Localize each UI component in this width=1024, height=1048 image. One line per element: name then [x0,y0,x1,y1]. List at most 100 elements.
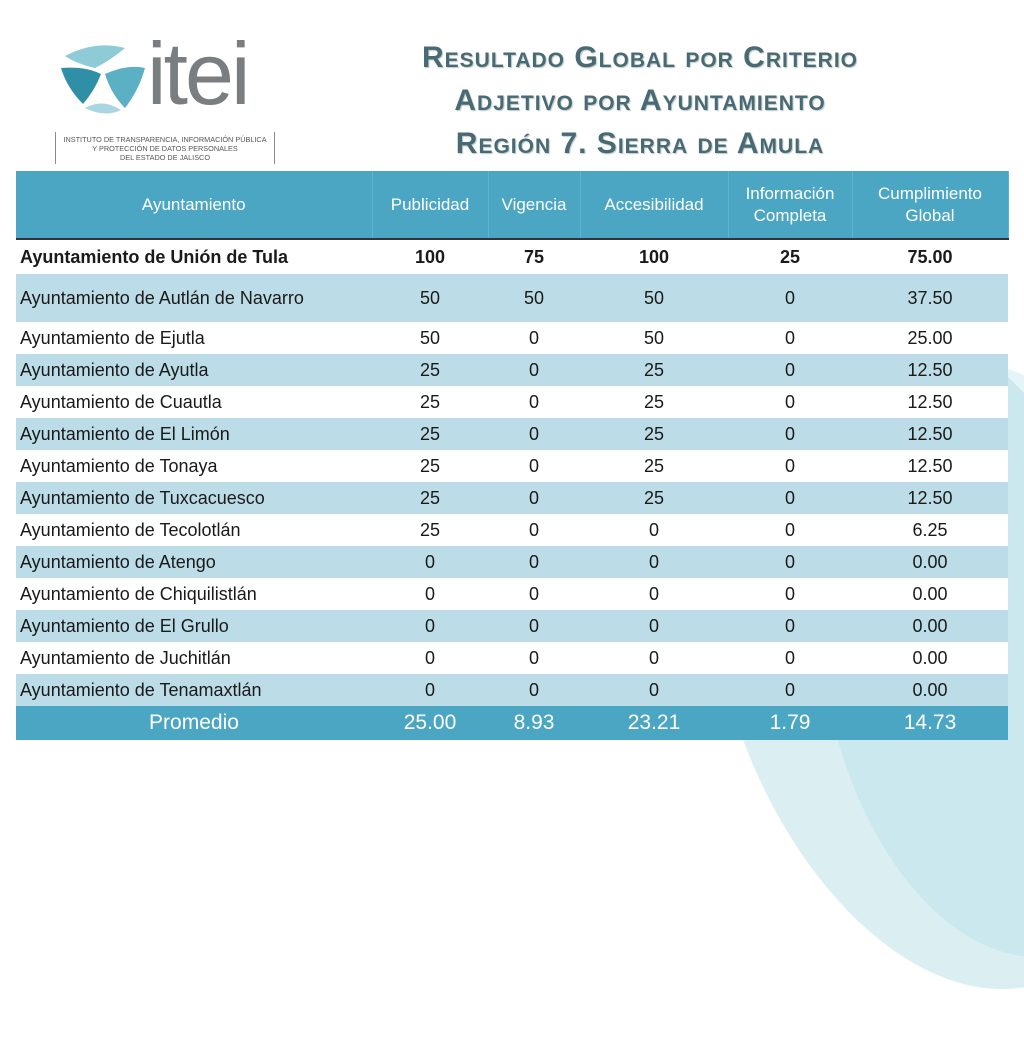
table-body: Ayuntamiento de Unión de Tula 100 75 100 25 7… [16,238,1008,740]
ayuntamiento-cell: Ayuntamiento de Autlán de Navarro [16,274,372,322]
score-cell: 0 [728,610,852,642]
score-cell: 25.00 [852,322,1008,354]
score-cell: 0 [580,642,728,674]
score-cell: 0.00 [852,674,1008,706]
score-cell: 0.00 [852,642,1008,674]
score-cell: 0 [488,578,580,610]
score-cell: 37.50 [852,274,1008,322]
score-cell: 0 [488,354,580,386]
score-cell: 0 [580,674,728,706]
score-cell: 25 [580,386,728,418]
table-header-row: Ayuntamiento Publicidad Vigencia Accesib… [16,171,1009,239]
table-row: Ayuntamiento de El Grullo 0 0 0 0 0.00 [16,610,1008,642]
score-cell: 0 [488,514,580,546]
title-line: Adjetivo por Ayuntamiento [454,84,826,117]
score-cell: 75.00 [852,238,1008,274]
score-cell: 25 [580,354,728,386]
title-line: Región 7. Sierra de Amula [455,127,825,160]
score-cell: 50 [372,274,488,322]
score-cell: 0 [728,642,852,674]
score-cell: 0 [728,322,852,354]
column-header: Accesibilidad [580,171,729,239]
ayuntamiento-cell: Ayuntamiento de Unión de Tula [16,238,372,274]
score-cell: 0 [580,610,728,642]
table-row: Ayuntamiento de Juchitlán 0 0 0 0 0.00 [16,642,1008,674]
ayuntamiento-cell: Ayuntamiento de Atengo [16,546,372,578]
table-row: Ayuntamiento de El Limón 25 0 25 0 12.50 [16,418,1008,450]
score-cell: 12.50 [852,354,1008,386]
average-cell: 14.73 [852,706,1008,740]
score-cell: 0.00 [852,610,1008,642]
logo-wordmark: itei [147,24,250,123]
score-cell: 25 [372,354,488,386]
score-cell: 0 [488,546,580,578]
logo-caption: INSTITUTO DE TRANSPARENCIA, INFORMACIÓN … [55,132,275,164]
score-cell: 0 [728,546,852,578]
table-row: Ayuntamiento de Tenamaxtlán 0 0 0 0 0.00 [16,674,1008,706]
table-row: Ayuntamiento de Cuautla 25 0 25 0 12.50 [16,386,1008,418]
score-cell: 0 [372,578,488,610]
score-cell: 0 [488,610,580,642]
table-row: Ayuntamiento de Tecolotlán 25 0 0 0 6.25 [16,514,1008,546]
score-cell: 0 [728,482,852,514]
score-cell: 0 [488,450,580,482]
score-cell: 25 [372,386,488,418]
table-row: Ayuntamiento de Unión de Tula 100 75 100 25 7… [16,238,1008,274]
table-row: Ayuntamiento de Chiquilistlán 0 0 0 0 0.00 [16,578,1008,610]
score-cell: 6.25 [852,514,1008,546]
score-cell: 0 [728,418,852,450]
title-line: Resultado Global por Criterio [421,41,859,74]
score-cell: 0 [372,674,488,706]
score-cell: 25 [372,514,488,546]
score-cell: 100 [372,238,488,274]
score-cell: 0 [728,354,852,386]
score-cell: 25 [580,482,728,514]
score-cell: 0 [488,674,580,706]
ayuntamiento-cell: Ayuntamiento de Tenamaxtlán [16,674,372,706]
itei-logo: itei INSTITUTO DE TRANSPARENCIA, INFORMA… [55,30,275,164]
table-row: Ayuntamiento de Ejutla 50 0 50 0 25.00 [16,322,1008,354]
ayuntamiento-cell: Ayuntamiento de Chiquilistlán [16,578,372,610]
score-cell: 12.50 [852,482,1008,514]
score-cell: 75 [488,238,580,274]
score-cell: 0 [372,610,488,642]
score-cell: 0 [728,450,852,482]
ayuntamiento-cell: Ayuntamiento de Tecolotlán [16,514,372,546]
ayuntamiento-cell: Ayuntamiento de Juchitlán [16,642,372,674]
ayuntamiento-cell: Ayuntamiento de El Grullo [16,610,372,642]
table-row: Ayuntamiento de Tonaya 25 0 25 0 12.50 [16,450,1008,482]
average-label: Promedio [16,706,372,740]
score-cell: 0 [488,642,580,674]
ayuntamiento-cell: Ayuntamiento de Cuautla [16,386,372,418]
score-cell: 12.50 [852,386,1008,418]
average-cell: 25.00 [372,706,488,740]
table-row: Ayuntamiento de Tuxcacuesco 25 0 25 0 12.50 [16,482,1008,514]
ayuntamiento-cell: Ayuntamiento de Tuxcacuesco [16,482,372,514]
score-cell: 25 [372,418,488,450]
logo-caption-line: INSTITUTO DE TRANSPARENCIA, INFORMACIÓN … [63,134,267,144]
score-cell: 50 [488,274,580,322]
table-row: Ayuntamiento de Atengo 0 0 0 0 0.00 [16,546,1008,578]
score-cell: 25 [728,238,852,274]
score-cell: 12.50 [852,418,1008,450]
score-cell: 0 [580,578,728,610]
ayuntamiento-cell: Ayuntamiento de Ayutla [16,354,372,386]
ayuntamiento-cell: Ayuntamiento de Ejutla [16,322,372,354]
score-cell: 0 [728,578,852,610]
logo-caption-line: DEL ESTADO DE JALISCO [119,152,211,162]
column-header: Vigencia [488,171,581,239]
table-row: Ayuntamiento de Ayutla 25 0 25 0 12.50 [16,354,1008,386]
score-cell: 0 [728,274,852,322]
score-cell: 25 [372,450,488,482]
score-cell: 0 [372,642,488,674]
score-cell: 25 [580,418,728,450]
column-header: Publicidad [372,171,489,239]
logo-caption-line: Y PROTECCIÓN DE DATOS PERSONALES [92,143,238,153]
ayuntamiento-cell: Ayuntamiento de El Limón [16,418,372,450]
score-cell: 0 [728,386,852,418]
score-cell: 0 [728,514,852,546]
column-header: Información Completa [728,171,853,239]
score-cell: 50 [580,274,728,322]
score-cell: 0 [488,322,580,354]
score-cell: 0 [488,418,580,450]
